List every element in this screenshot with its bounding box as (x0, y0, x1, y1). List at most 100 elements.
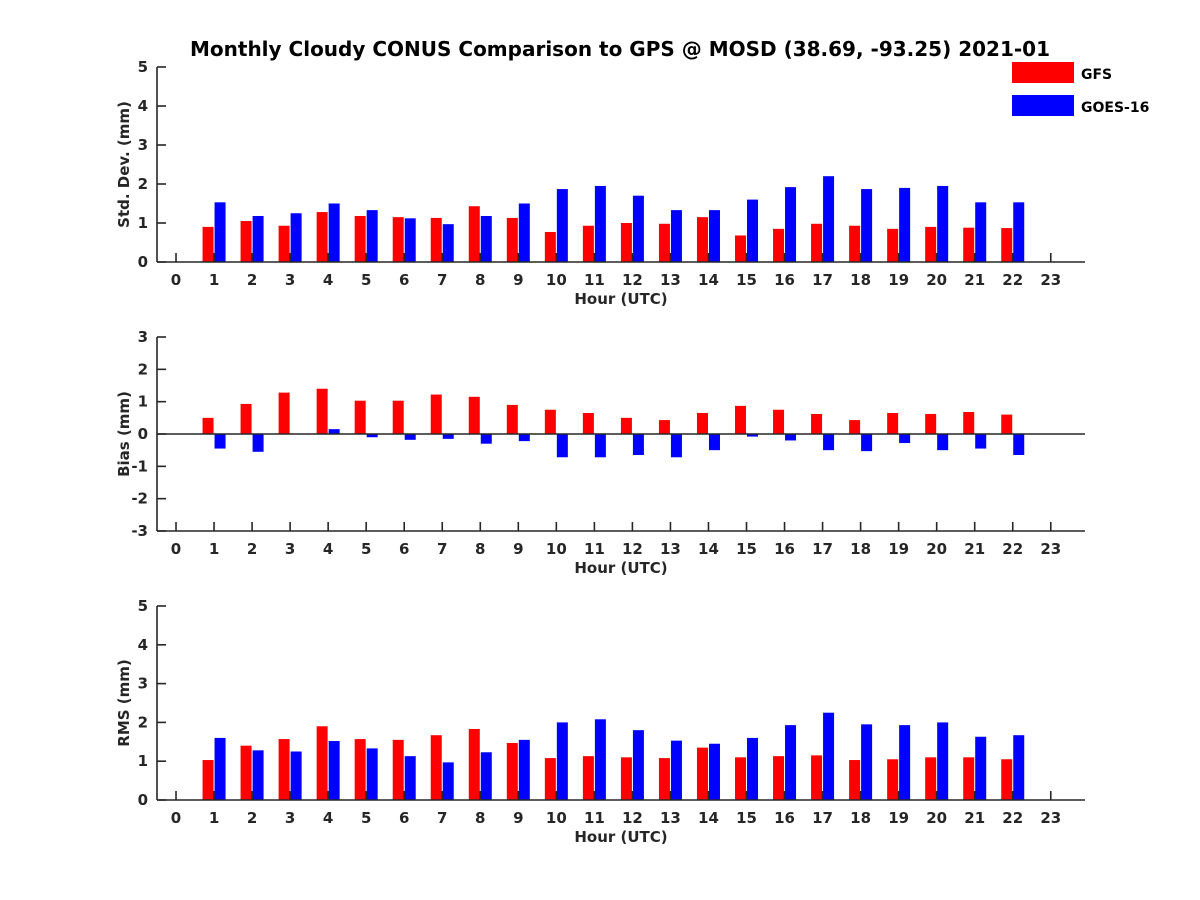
bar-goes16-6 (404, 756, 416, 800)
bar-goes16-7 (442, 762, 454, 800)
x-tick-label: 21 (964, 540, 985, 558)
bar-goes16-5 (366, 434, 378, 438)
chart-title: Monthly Cloudy CONUS Comparison to GPS @… (190, 37, 1050, 61)
bar-gfs-2 (240, 745, 252, 800)
bar-gfs-14 (696, 217, 708, 262)
y-tick-label: 5 (138, 597, 148, 615)
bar-goes16-12 (632, 434, 644, 456)
bar-goes16-9 (518, 434, 530, 442)
y-tick-label: 3 (138, 675, 148, 693)
x-tick-label: 19 (888, 540, 909, 558)
bar-gfs-1 (202, 760, 214, 800)
y-tick-label: -1 (131, 457, 148, 475)
bar-goes16-4 (328, 741, 340, 800)
bar-goes16-8 (480, 752, 492, 800)
legend-swatch-goes16 (1012, 95, 1074, 116)
x-tick-label: 10 (546, 809, 567, 827)
legend-label-gfs: GFS (1081, 67, 1112, 83)
x-tick-label: 16 (774, 540, 795, 558)
bar-gfs-17 (811, 755, 823, 800)
bar-gfs-7 (430, 394, 442, 434)
bar-goes16-20 (937, 434, 949, 451)
x-tick-label: 12 (622, 271, 643, 289)
x-tick-label: 2 (247, 271, 257, 289)
x-tick-label: 9 (513, 271, 523, 289)
y-axis-label: RMS (mm) (115, 659, 133, 746)
x-tick-label: 6 (399, 271, 409, 289)
x-tick-label: 13 (660, 540, 681, 558)
bar-goes16-21 (975, 434, 987, 449)
x-tick-label: 7 (437, 271, 447, 289)
y-tick-label: -2 (131, 490, 148, 508)
bar-gfs-20 (925, 413, 937, 434)
x-tick-label: 20 (926, 809, 947, 827)
bar-goes16-17 (823, 712, 835, 800)
bar-goes16-5 (366, 748, 378, 800)
x-tick-label: 5 (361, 809, 371, 827)
y-tick-label: 2 (138, 713, 148, 731)
bar-goes16-4 (328, 203, 340, 262)
bar-goes16-13 (670, 740, 682, 800)
bar-gfs-3 (278, 225, 290, 262)
bar-goes16-14 (708, 210, 720, 262)
x-tick-label: 9 (513, 809, 523, 827)
bar-goes16-8 (480, 434, 492, 444)
bar-goes16-21 (975, 736, 987, 800)
bar-goes16-11 (594, 185, 606, 262)
x-tick-label: 14 (698, 271, 719, 289)
bar-gfs-19 (887, 412, 899, 434)
bar-goes16-6 (404, 434, 416, 440)
bar-gfs-5 (354, 400, 366, 434)
x-tick-label: 20 (926, 540, 947, 558)
bar-goes16-19 (899, 434, 911, 444)
x-tick-label: 1 (209, 540, 219, 558)
x-tick-label: 3 (285, 540, 295, 558)
bar-gfs-15 (735, 405, 747, 434)
x-tick-label: 4 (323, 540, 333, 558)
y-tick-label: 1 (138, 752, 148, 770)
bar-gfs-20 (925, 226, 937, 262)
bar-gfs-15 (735, 757, 747, 800)
bar-goes16-10 (556, 189, 568, 262)
x-tick-label: 7 (437, 809, 447, 827)
y-tick-label: 3 (138, 328, 148, 346)
x-tick-label: 2 (247, 540, 257, 558)
x-tick-label: 22 (1002, 540, 1023, 558)
y-tick-label: 0 (138, 425, 148, 443)
bar-gfs-18 (849, 760, 861, 800)
x-tick-label: 0 (171, 271, 181, 289)
x-axis-label: Hour (UTC) (574, 559, 667, 577)
x-tick-label: 20 (926, 271, 947, 289)
bar-gfs-17 (811, 223, 823, 262)
bar-gfs-22 (1001, 759, 1013, 800)
bar-goes16-16 (785, 187, 797, 262)
bar-gfs-2 (240, 403, 252, 434)
x-tick-label: 17 (812, 809, 833, 827)
bar-goes16-20 (937, 722, 949, 800)
bar-gfs-10 (544, 758, 556, 800)
bar-goes16-18 (861, 724, 873, 800)
bar-gfs-6 (392, 217, 404, 262)
bar-gfs-19 (887, 759, 899, 800)
bar-gfs-7 (430, 217, 442, 262)
bar-goes16-21 (975, 202, 987, 262)
bar-gfs-17 (811, 413, 823, 434)
x-tick-label: 14 (698, 540, 719, 558)
bar-gfs-22 (1001, 228, 1013, 262)
bar-goes16-1 (214, 737, 226, 800)
x-tick-label: 1 (209, 809, 219, 827)
bar-gfs-14 (696, 747, 708, 800)
bar-goes16-19 (899, 187, 911, 262)
x-tick-label: 15 (736, 271, 757, 289)
x-tick-label: 19 (888, 809, 909, 827)
x-tick-label: 13 (660, 809, 681, 827)
x-tick-label: 11 (584, 809, 605, 827)
bar-goes16-9 (518, 203, 530, 262)
x-tick-label: 12 (622, 809, 643, 827)
bar-gfs-20 (925, 757, 937, 800)
bar-goes16-13 (670, 210, 682, 262)
legend-swatch-gfs (1012, 62, 1074, 83)
bar-gfs-22 (1001, 414, 1013, 434)
x-tick-label: 7 (437, 540, 447, 558)
